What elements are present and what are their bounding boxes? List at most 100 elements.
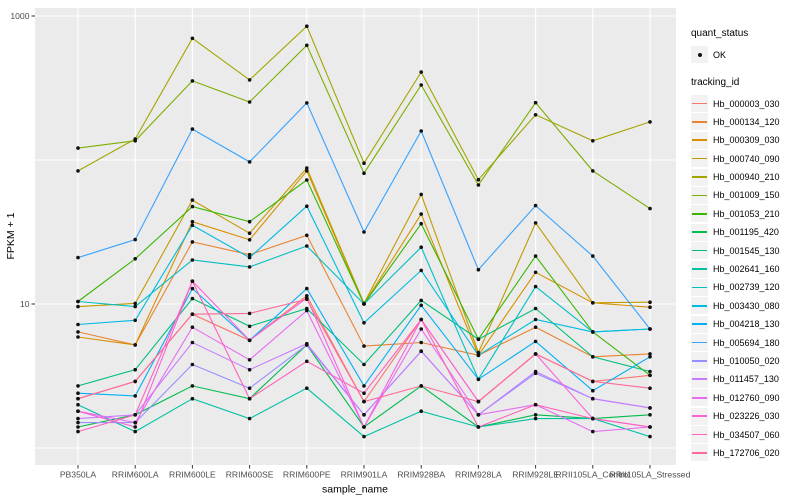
legend-key-line <box>691 315 708 333</box>
data-point <box>76 429 80 434</box>
line-swatch-icon <box>692 139 707 142</box>
legend-item-label: Hb_011457_130 <box>713 374 779 385</box>
data-point <box>247 160 252 164</box>
legend-tracking-id-title: tracking_id <box>691 77 740 88</box>
data-point <box>476 177 481 182</box>
data-point <box>190 219 195 224</box>
line-swatch-icon <box>692 120 707 123</box>
data-point <box>419 303 424 308</box>
data-point <box>476 350 481 355</box>
data-point <box>419 221 424 226</box>
legend-item-label: Hb_000940_210 <box>713 172 780 183</box>
data-point <box>305 233 309 238</box>
data-point <box>190 198 195 202</box>
line-swatch-icon <box>692 304 707 307</box>
data-point <box>305 166 309 170</box>
legend-item-Hb_003430_080: Hb_003430_080 <box>691 297 799 315</box>
data-point <box>190 384 195 388</box>
data-point <box>476 377 481 382</box>
data-point <box>533 413 538 417</box>
data-point <box>362 321 366 325</box>
legend-item-Hb_004218_130: Hb_004218_130 <box>691 315 799 333</box>
data-point <box>305 24 309 29</box>
data-point <box>533 317 538 322</box>
data-point <box>76 402 80 407</box>
x-tick-label: RRIM600LA <box>112 470 159 480</box>
line-swatch-icon <box>692 378 707 381</box>
axes: 1000 10 PB350LA RRIM600LA RRIM600LE RRIM600SE… <box>10 11 690 480</box>
data-point <box>133 379 137 384</box>
data-point <box>190 240 195 244</box>
data-point <box>190 296 195 301</box>
data-point <box>591 396 595 401</box>
data-point <box>591 416 595 421</box>
legend-item-Hb_005694_180: Hb_005694_180 <box>691 334 799 352</box>
legend-item-Hb_000134_120: Hb_000134_120 <box>691 113 799 131</box>
data-point <box>476 353 481 358</box>
legend-item-Hb_001195_420: Hb_001195_420 <box>691 223 799 241</box>
data-points <box>76 24 652 439</box>
legend-item-Hb_000003_030: Hb_000003_030 <box>691 95 799 112</box>
data-point <box>133 429 137 434</box>
data-point <box>648 386 652 391</box>
data-point <box>533 254 538 258</box>
data-point <box>648 355 652 359</box>
data-point <box>419 83 424 87</box>
legend-item-label: Hb_000003_030 <box>713 98 780 109</box>
data-point <box>305 43 309 48</box>
legend-key-line <box>691 168 708 186</box>
data-point <box>362 302 366 306</box>
data-point <box>190 396 195 401</box>
data-point <box>362 384 366 388</box>
line-swatch-icon <box>692 286 707 289</box>
data-point <box>133 257 137 261</box>
data-point <box>76 416 80 421</box>
data-point <box>190 312 195 317</box>
legend-item-Hb_012760_090: Hb_012760_090 <box>691 389 799 407</box>
legend-item-Hb_001053_210: Hb_001053_210 <box>691 205 799 223</box>
data-point <box>305 297 309 302</box>
legend-item-Hb_034507_060: Hb_034507_060 <box>691 426 799 444</box>
line-swatch-icon <box>692 415 707 417</box>
data-point <box>419 268 424 273</box>
data-point <box>648 206 652 211</box>
data-point <box>533 100 538 105</box>
legend-key-line <box>691 95 708 112</box>
legend-item-Hb_002641_160: Hb_002641_160 <box>691 260 799 278</box>
legend-item-label: Hb_002739_120 <box>713 282 780 293</box>
data-point <box>648 413 652 417</box>
data-point <box>419 409 424 414</box>
data-point <box>76 384 80 388</box>
legend-item-Hb_000940_210: Hb_000940_210 <box>691 168 799 186</box>
data-point <box>190 362 195 367</box>
legend-item-Hb_001545_130: Hb_001545_130 <box>691 242 799 260</box>
data-point <box>76 169 80 173</box>
plot-panel <box>35 8 676 465</box>
legend-item-Hb_023226_030: Hb_023226_030 <box>691 407 799 425</box>
data-point <box>419 129 424 133</box>
data-point <box>133 413 137 417</box>
data-point <box>247 367 252 372</box>
data-point <box>247 386 252 391</box>
data-point <box>305 286 309 291</box>
data-point <box>533 339 538 344</box>
data-point <box>133 425 137 429</box>
data-point <box>190 79 195 83</box>
legend-item-label: Hb_001545_130 <box>713 245 780 256</box>
data-point <box>247 78 252 82</box>
data-point <box>533 221 538 225</box>
data-point <box>305 386 309 391</box>
data-point <box>133 343 137 347</box>
data-point <box>305 178 309 182</box>
legend-item-label: Hb_012760_090 <box>713 392 780 403</box>
line-swatch-icon <box>692 341 707 344</box>
data-point <box>305 169 309 173</box>
data-point <box>76 299 80 304</box>
data-point <box>591 355 595 359</box>
data-point <box>190 340 195 345</box>
data-point <box>362 362 366 367</box>
legend-key-line <box>691 242 708 260</box>
legend-item-label: Hb_005694_180 <box>713 337 780 348</box>
data-point <box>591 330 595 334</box>
